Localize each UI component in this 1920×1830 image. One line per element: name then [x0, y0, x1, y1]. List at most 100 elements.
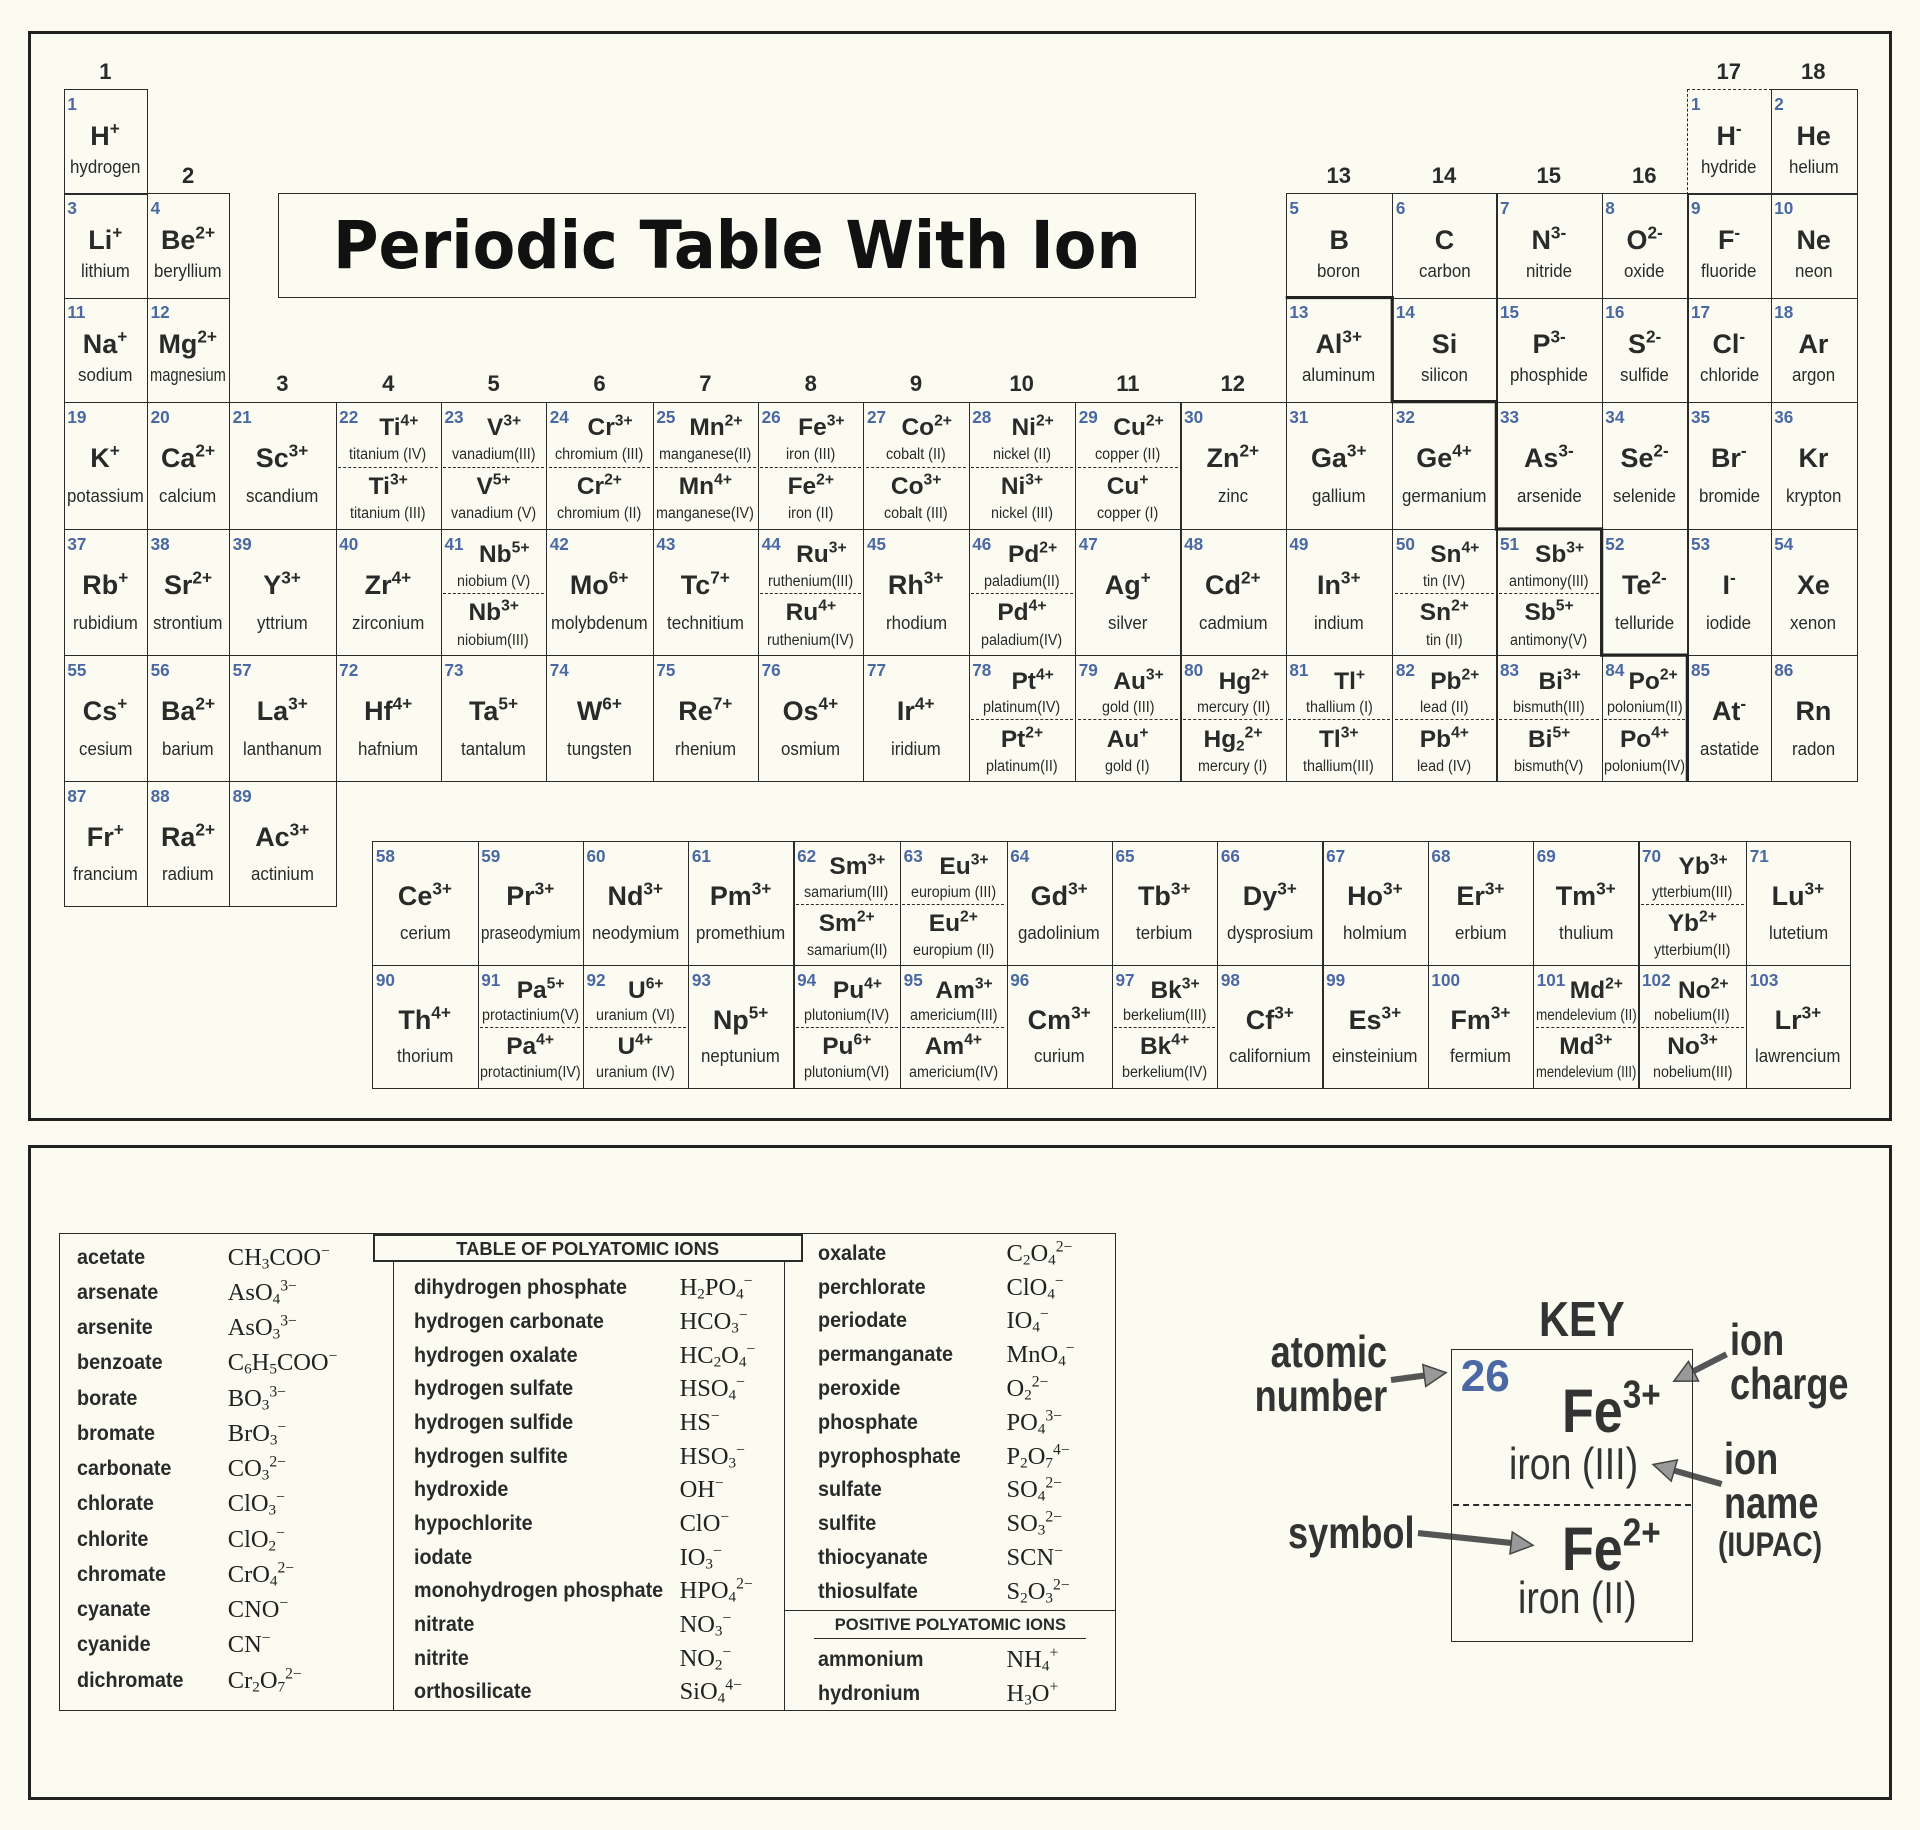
ion-symbol: Eu — [939, 853, 971, 881]
ion-symbol: H — [1716, 120, 1736, 151]
ion-symbol: Pt — [1011, 667, 1036, 695]
ion-charge: 2- — [1645, 326, 1662, 347]
ion-charge: 2+ — [195, 440, 216, 461]
ion: Eu3+ — [939, 851, 989, 881]
ion-name: rubidium — [73, 611, 138, 633]
ion: As3- — [1524, 442, 1574, 474]
ion-charge: 3+ — [970, 851, 989, 869]
ion: Dy3+ — [1243, 880, 1297, 912]
ion-formula: Cr2O7 — [227, 1666, 286, 1696]
atomic-number: 61 — [691, 846, 711, 867]
ion-name: molybdenum — [551, 611, 648, 633]
ion-name: nobelium(II) — [1654, 1007, 1731, 1025]
ion-symbol: Hg2 — [1203, 725, 1245, 754]
ion-name: sulfate — [817, 1478, 882, 1502]
ion-charge: 2+ — [1622, 1511, 1661, 1555]
ion-charge: 4+ — [1028, 597, 1047, 615]
formula: H3O+ — [1007, 1679, 1059, 1708]
ion-symbol: Hg — [1218, 667, 1252, 695]
atomic-number: 20 — [150, 406, 170, 427]
ion: In3+ — [1317, 569, 1361, 601]
ion-formula: OH — [679, 1476, 715, 1504]
formula: CN− — [228, 1630, 271, 1659]
formula: MnO4− — [1007, 1339, 1075, 1369]
ion-name: perchlorate — [817, 1275, 926, 1299]
ion-charge: − — [1054, 1542, 1063, 1560]
ion-symbol: Bi — [1527, 725, 1553, 753]
ion-charge: 4+ — [431, 1001, 451, 1022]
ion: Es3+ — [1349, 1003, 1402, 1036]
ion-name: thallium (I) — [1305, 699, 1373, 717]
atomic-number: 70 — [1642, 846, 1662, 867]
ion-name: protactinium(V) — [481, 1007, 579, 1025]
ion-charge: 3+ — [1025, 471, 1044, 489]
atomic-number: 34 — [1605, 406, 1625, 427]
ion-charge: 3+ — [1596, 878, 1616, 899]
divider — [814, 1638, 1087, 1640]
ion-charge: − — [1065, 1339, 1075, 1357]
ion-charge: 3+ — [1145, 665, 1164, 683]
ion-charge: − — [736, 1440, 745, 1458]
ion: Rh3+ — [888, 569, 944, 601]
key-label: atomic number — [1254, 1328, 1388, 1422]
ion-symbol: Pu — [822, 1032, 854, 1060]
ion-name: nickel (III) — [990, 505, 1053, 523]
ion: Tl3+ — [1319, 725, 1359, 754]
subscript: 3 — [261, 1254, 270, 1272]
atomic-number: 9 — [1691, 198, 1701, 219]
subscript: 4 — [736, 1285, 744, 1303]
key-ion-name: iron (II) — [1517, 1573, 1637, 1623]
ion-name: terbium — [1136, 922, 1193, 944]
ion-name: paladium(II) — [984, 572, 1060, 590]
atomic-number: 38 — [150, 533, 170, 554]
atomic-number: 72 — [339, 660, 359, 681]
subscript: 2 — [1020, 1589, 1028, 1607]
ion-symbol: U — [617, 1032, 636, 1060]
ion-charge: 3- — [1550, 326, 1566, 347]
atomic-number: 62 — [797, 846, 817, 867]
ion: Am4+ — [925, 1031, 983, 1061]
ion-name: protactinium(IV) — [480, 1064, 581, 1082]
ion: Ti3+ — [369, 472, 408, 501]
atomic-number: 40 — [339, 533, 359, 554]
subscript: 4 — [1032, 1318, 1040, 1336]
ion-charge: 3+ — [503, 412, 522, 430]
ion-symbol: Pm — [709, 881, 752, 912]
ion: Fe3+ — [798, 413, 844, 442]
ion-name: strontium — [152, 611, 223, 633]
ion-name: nitrate — [413, 1612, 475, 1636]
key-label: ion name — [1724, 1434, 1819, 1528]
ion: Os4+ — [783, 695, 839, 727]
ion-name: potassium — [66, 485, 144, 507]
ion-charge: 4+ — [391, 567, 412, 588]
subscript: 3 — [269, 1431, 278, 1449]
ion-charge: 4+ — [818, 597, 837, 615]
atomic-number: 46 — [972, 533, 992, 554]
ion-symbol: Ru — [796, 541, 829, 569]
divider — [865, 466, 967, 468]
ion: Am3+ — [935, 976, 992, 1005]
ion-symbol: Ti — [379, 414, 401, 442]
ion-charge: + — [1049, 1644, 1059, 1662]
ion-charge: 5+ — [546, 974, 565, 992]
ion-name: arsenide — [1516, 485, 1582, 507]
ion-charge: 2+ — [1025, 723, 1044, 741]
ion-charge: 2- — [1651, 567, 1667, 588]
ion-name: cobalt (III) — [883, 505, 948, 523]
atomic-number: 8 — [1605, 198, 1615, 219]
ion-charge: 4+ — [964, 1031, 983, 1049]
ion-charge: 2+ — [934, 412, 952, 430]
subscript: 3 — [268, 1501, 277, 1519]
ion-symbol: Sb — [1535, 541, 1567, 569]
group-label: 5 — [487, 370, 500, 396]
ion-name: peroxide — [817, 1377, 901, 1401]
ion-charge: 2− — [1052, 1576, 1070, 1594]
ion-name: arsenite — [77, 1316, 153, 1340]
atomic-number: 97 — [1115, 969, 1135, 990]
ion-charge: 3+ — [1181, 974, 1200, 992]
ion-symbol: Al — [1315, 328, 1343, 359]
group-label: 4 — [382, 370, 395, 396]
ion-name: europium (II) — [912, 941, 994, 959]
divider — [795, 904, 898, 906]
ion-symbol: Lr — [1774, 1004, 1802, 1035]
